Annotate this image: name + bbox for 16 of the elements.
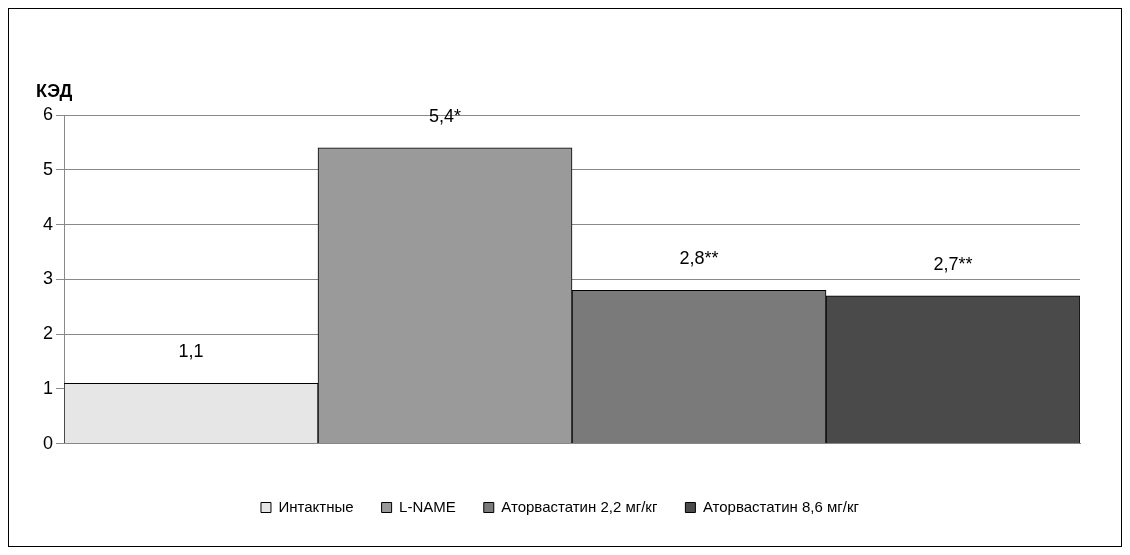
- y-tick-label: 6: [43, 103, 54, 124]
- y-axis-title: КЭД: [36, 80, 73, 101]
- y-tick-label: 5: [43, 158, 54, 179]
- data-label: 2,8**: [679, 248, 719, 269]
- y-tick-label: 3: [43, 268, 54, 289]
- legend-label: Интактные: [278, 497, 354, 515]
- data-label: 1,1: [178, 341, 204, 362]
- y-tick-label: 1: [43, 377, 54, 398]
- legend-label: Аторвастатин 2,2 мг/кг: [501, 497, 658, 515]
- legend-label: Аторвастатин 8,6 мг/кг: [702, 497, 860, 515]
- legend-label: L-NAME: [399, 497, 456, 515]
- y-tick-label: 0: [43, 432, 54, 453]
- data-label: 5,4*: [428, 105, 462, 126]
- data-label: 2,7**: [933, 253, 973, 274]
- y-tick-label: 4: [43, 213, 54, 234]
- y-tick-label: 2: [43, 323, 54, 344]
